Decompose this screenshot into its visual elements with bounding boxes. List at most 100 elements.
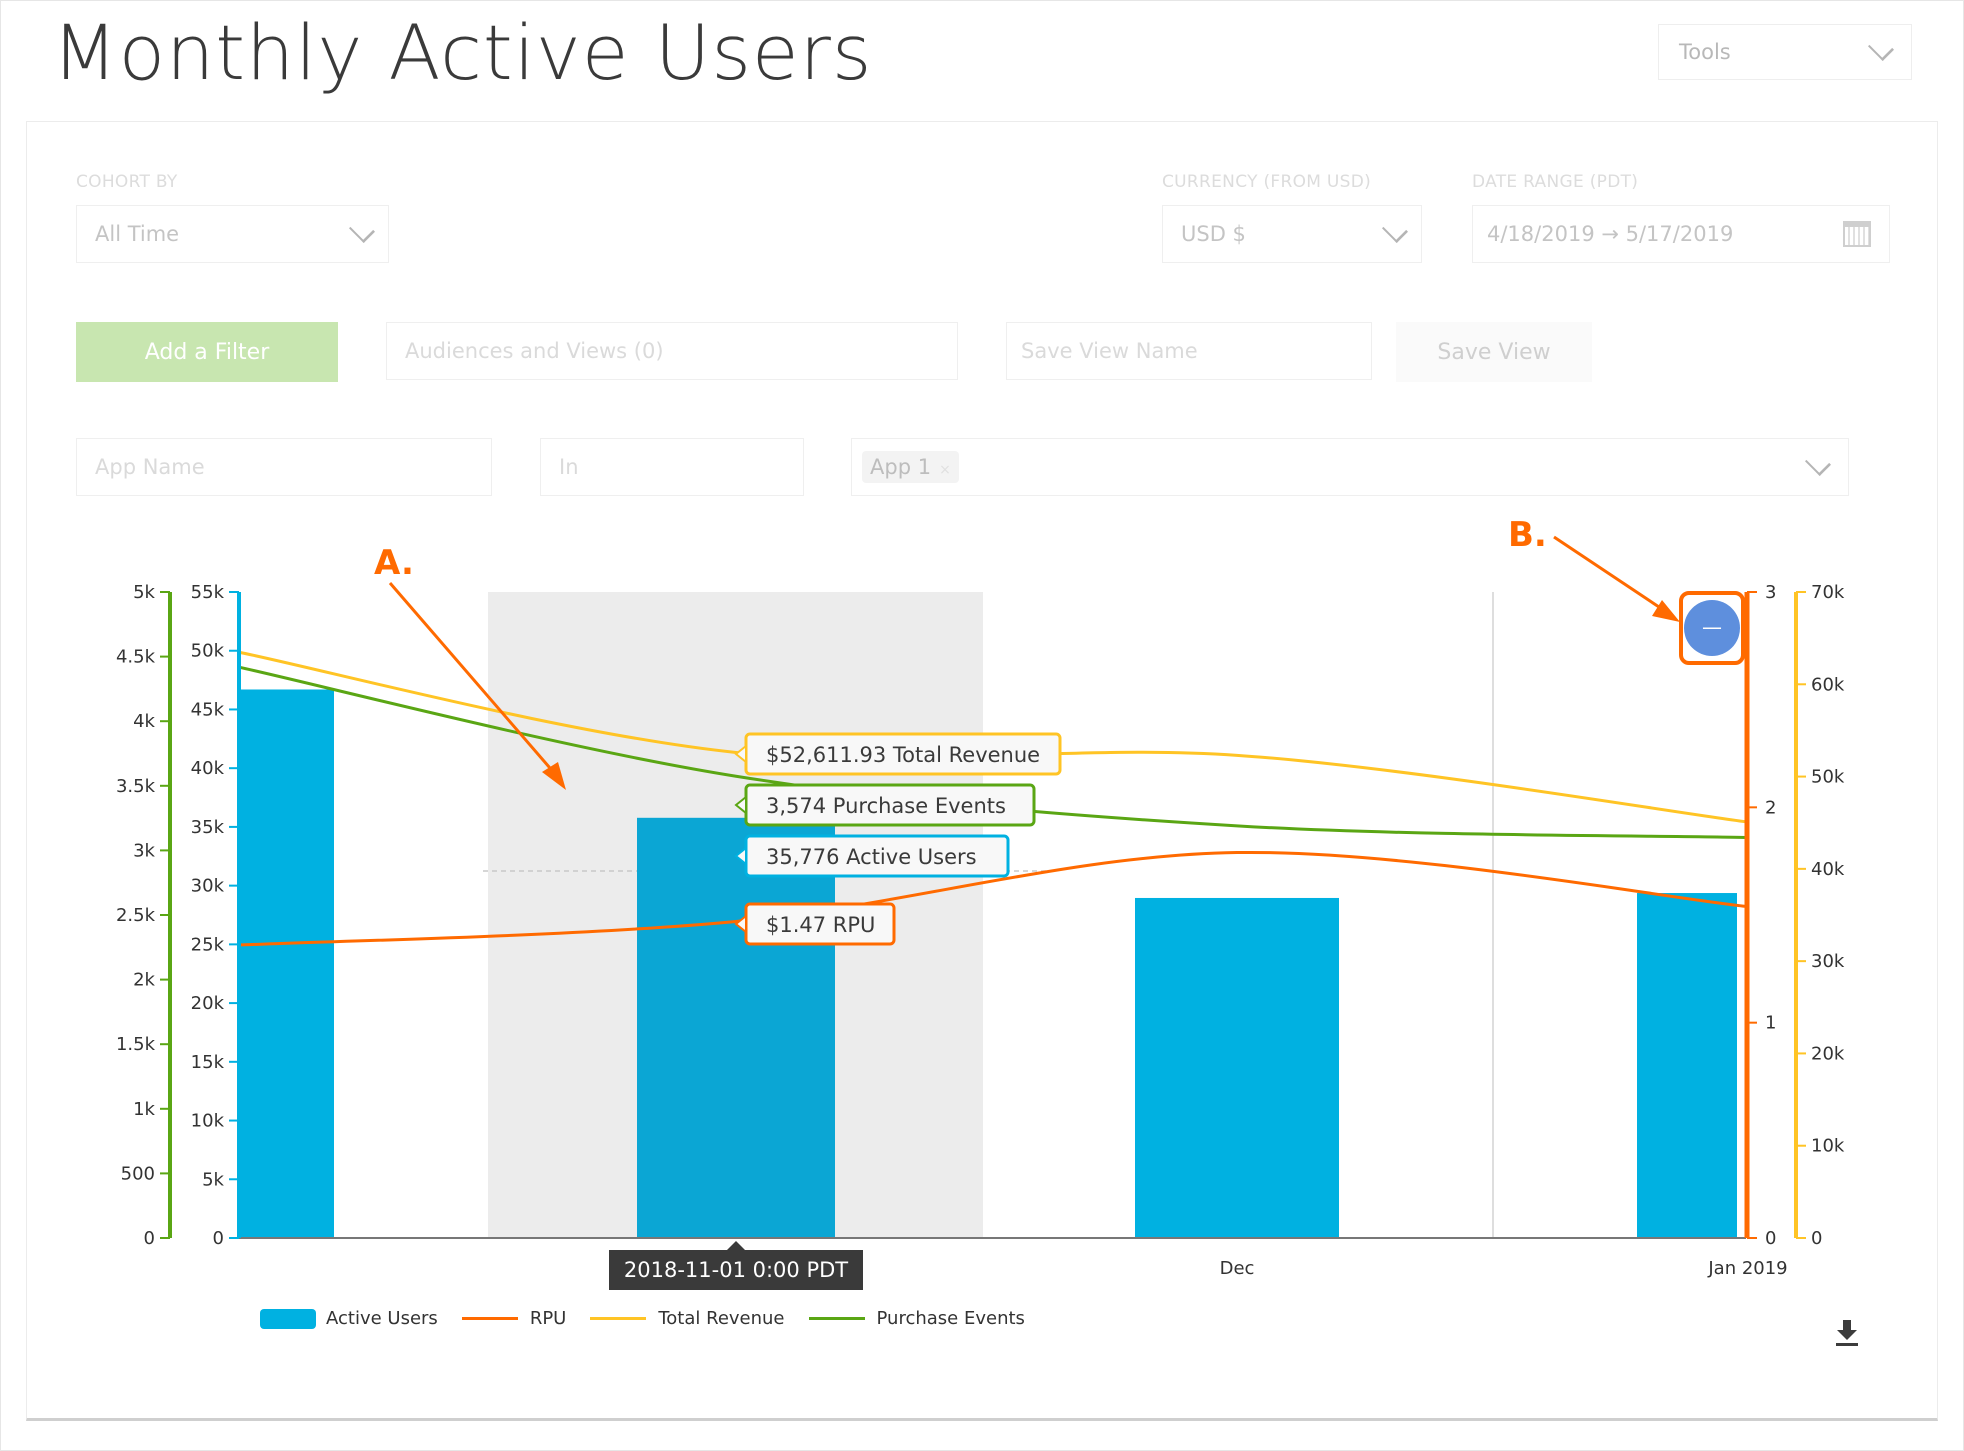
currency-value: USD $ [1181,222,1246,246]
purchase-events-tick-label: 1k [133,1099,155,1120]
bar-active-users [637,817,835,1238]
purchase-events-tick-label: 0 [144,1228,155,1249]
tooltip-text: 3,574 Purchase Events [766,794,1006,818]
annotation-b-arrowhead [1652,600,1680,622]
x-tick-label: Dec [1220,1258,1255,1279]
legend-label: RPU [529,1308,567,1329]
tooltip-pointer [734,913,747,935]
active-users-tick-label: 30k [191,876,225,897]
total-revenue-tick-label: 0 [1811,1228,1822,1249]
audiences-views-placeholder: Audiences and Views (0) [405,339,664,363]
cohort-by-select[interactable]: All Time [76,205,389,263]
active-users-tick-label: 35k [191,817,225,838]
annotation-a-label: A. [374,543,414,583]
annotation-a-arrow [388,582,558,776]
hover-date-box [609,1250,863,1290]
download-icon[interactable] [1835,1320,1859,1346]
active-users-tick-label: 20k [191,993,225,1014]
remove-tag-icon[interactable]: × [939,462,951,478]
legend-item-rpu[interactable]: RPU [461,1308,567,1329]
annotation-a-arrowhead [542,762,566,790]
legend-item-total-revenue[interactable]: Total Revenue [590,1308,785,1329]
purchase-events-tick-label: 2.5k [116,905,156,926]
annotation-b-highlight [1679,591,1745,665]
active-users-tick-label: 10k [191,1111,225,1132]
chart-legend: Active Users RPU Total Revenue Purchase … [260,1308,1049,1329]
audiences-views-select[interactable]: Audiences and Views (0) [386,322,958,380]
active-users-tick-label: 5k [202,1169,224,1190]
legend-swatch-active-users [260,1308,316,1329]
purchase-events-tick-label: 1.5k [116,1034,156,1055]
legend-item-purchase-events[interactable]: Purchase Events [808,1308,1025,1329]
add-filter-button[interactable]: Add a Filter [76,322,338,382]
currency-label: CURRENCY (FROM USD) [1162,172,1372,192]
cohort-by-value: All Time [95,222,180,246]
legend-swatch-rpu [461,1317,518,1320]
app-value-select[interactable]: App 1 × [851,438,1849,496]
legend-swatch-purchase-events [808,1317,865,1320]
bar-active-users [1637,893,1737,1238]
date-range-label: DATE RANGE (PDT) [1472,172,1639,192]
purchase-events-tick-label: 3.5k [116,776,156,797]
date-range-picker[interactable]: 4/18/2019 → 5/17/2019 [1472,205,1890,263]
annotation-b-arrow [1553,535,1666,613]
total-revenue-tick-label: 70k [1811,582,1845,603]
cohort-by-label: COHORT BY [76,172,178,192]
total-revenue-tick-label: 60k [1811,674,1845,695]
app-name-placeholder: App Name [95,455,205,479]
total-revenue-tick-label: 50k [1811,767,1845,788]
date-range-value: 4/18/2019 → 5/17/2019 [1487,222,1734,246]
app-tag-label: App 1 [870,455,932,479]
line-rpu [237,851,1747,947]
purchase-events-tick-label: 2k [133,970,155,991]
x-tick-label: Jan 2019 [1707,1258,1787,1279]
save-view-name-input[interactable]: Save View Name [1006,322,1372,380]
total-revenue-tick-label: 30k [1811,951,1845,972]
active-users-tick-label: 15k [191,1052,225,1073]
hover-date-pointer [727,1241,745,1250]
tooltip-pointer [734,743,747,765]
legend-swatch-total-revenue [590,1317,647,1320]
app-tag: App 1 × [862,451,959,483]
purchase-events-tick-label: 4k [133,711,155,732]
active-users-tick-label: 45k [191,699,225,720]
save-view-button[interactable]: Save View [1396,322,1592,382]
active-users-tick-label: 0 [213,1228,224,1249]
currency-select[interactable]: USD $ [1162,205,1422,263]
bar-active-users [238,689,334,1238]
legend-label: Active Users [326,1308,438,1329]
save-view-name-placeholder: Save View Name [1021,339,1198,363]
legend-label: Total Revenue [658,1308,785,1329]
active-users-tick-label: 25k [191,934,225,955]
legend-label: Purchase Events [876,1308,1025,1329]
purchase-events-tick-label: 3k [133,840,155,861]
collapse-button-circle [1684,600,1740,656]
hover-date-label: 2018-11-01 0:00 PDT [624,1258,848,1282]
rpu-tick-label: 3 [1765,582,1776,603]
legend-item-active-users[interactable]: Active Users [260,1308,438,1329]
minus-icon: — [1702,615,1722,639]
total-revenue-tick-label: 10k [1811,1136,1845,1157]
total-revenue-tick-label: 40k [1811,859,1845,880]
purchase-events-tick-label: 5k [133,582,155,603]
active-users-tick-label: 50k [191,641,225,662]
operator-field[interactable]: In [540,438,804,496]
purchase-events-tick-label: 500 [121,1163,155,1184]
page-title: Monthly Active Users [52,8,873,97]
tooltip-pointer [734,845,747,867]
tooltip-text: 35,776 Active Users [766,845,977,869]
app-name-field[interactable]: App Name [76,438,492,496]
tooltip-text: $52,611.93 Total Revenue [766,743,1040,767]
active-users-tick-label: 55k [191,582,225,603]
tools-label: Tools [1679,40,1731,64]
active-users-tick-label: 40k [191,758,225,779]
operator-placeholder: In [559,455,579,479]
collapse-axis-button[interactable]: — [1684,600,1740,656]
annotation-b-label: B. [1508,515,1547,555]
bar-active-users [1135,897,1339,1238]
rpu-tick-label: 1 [1765,1013,1776,1034]
tools-dropdown[interactable]: Tools [1658,24,1912,80]
calendar-icon[interactable] [1843,221,1871,247]
tooltip-pointer [734,794,747,816]
